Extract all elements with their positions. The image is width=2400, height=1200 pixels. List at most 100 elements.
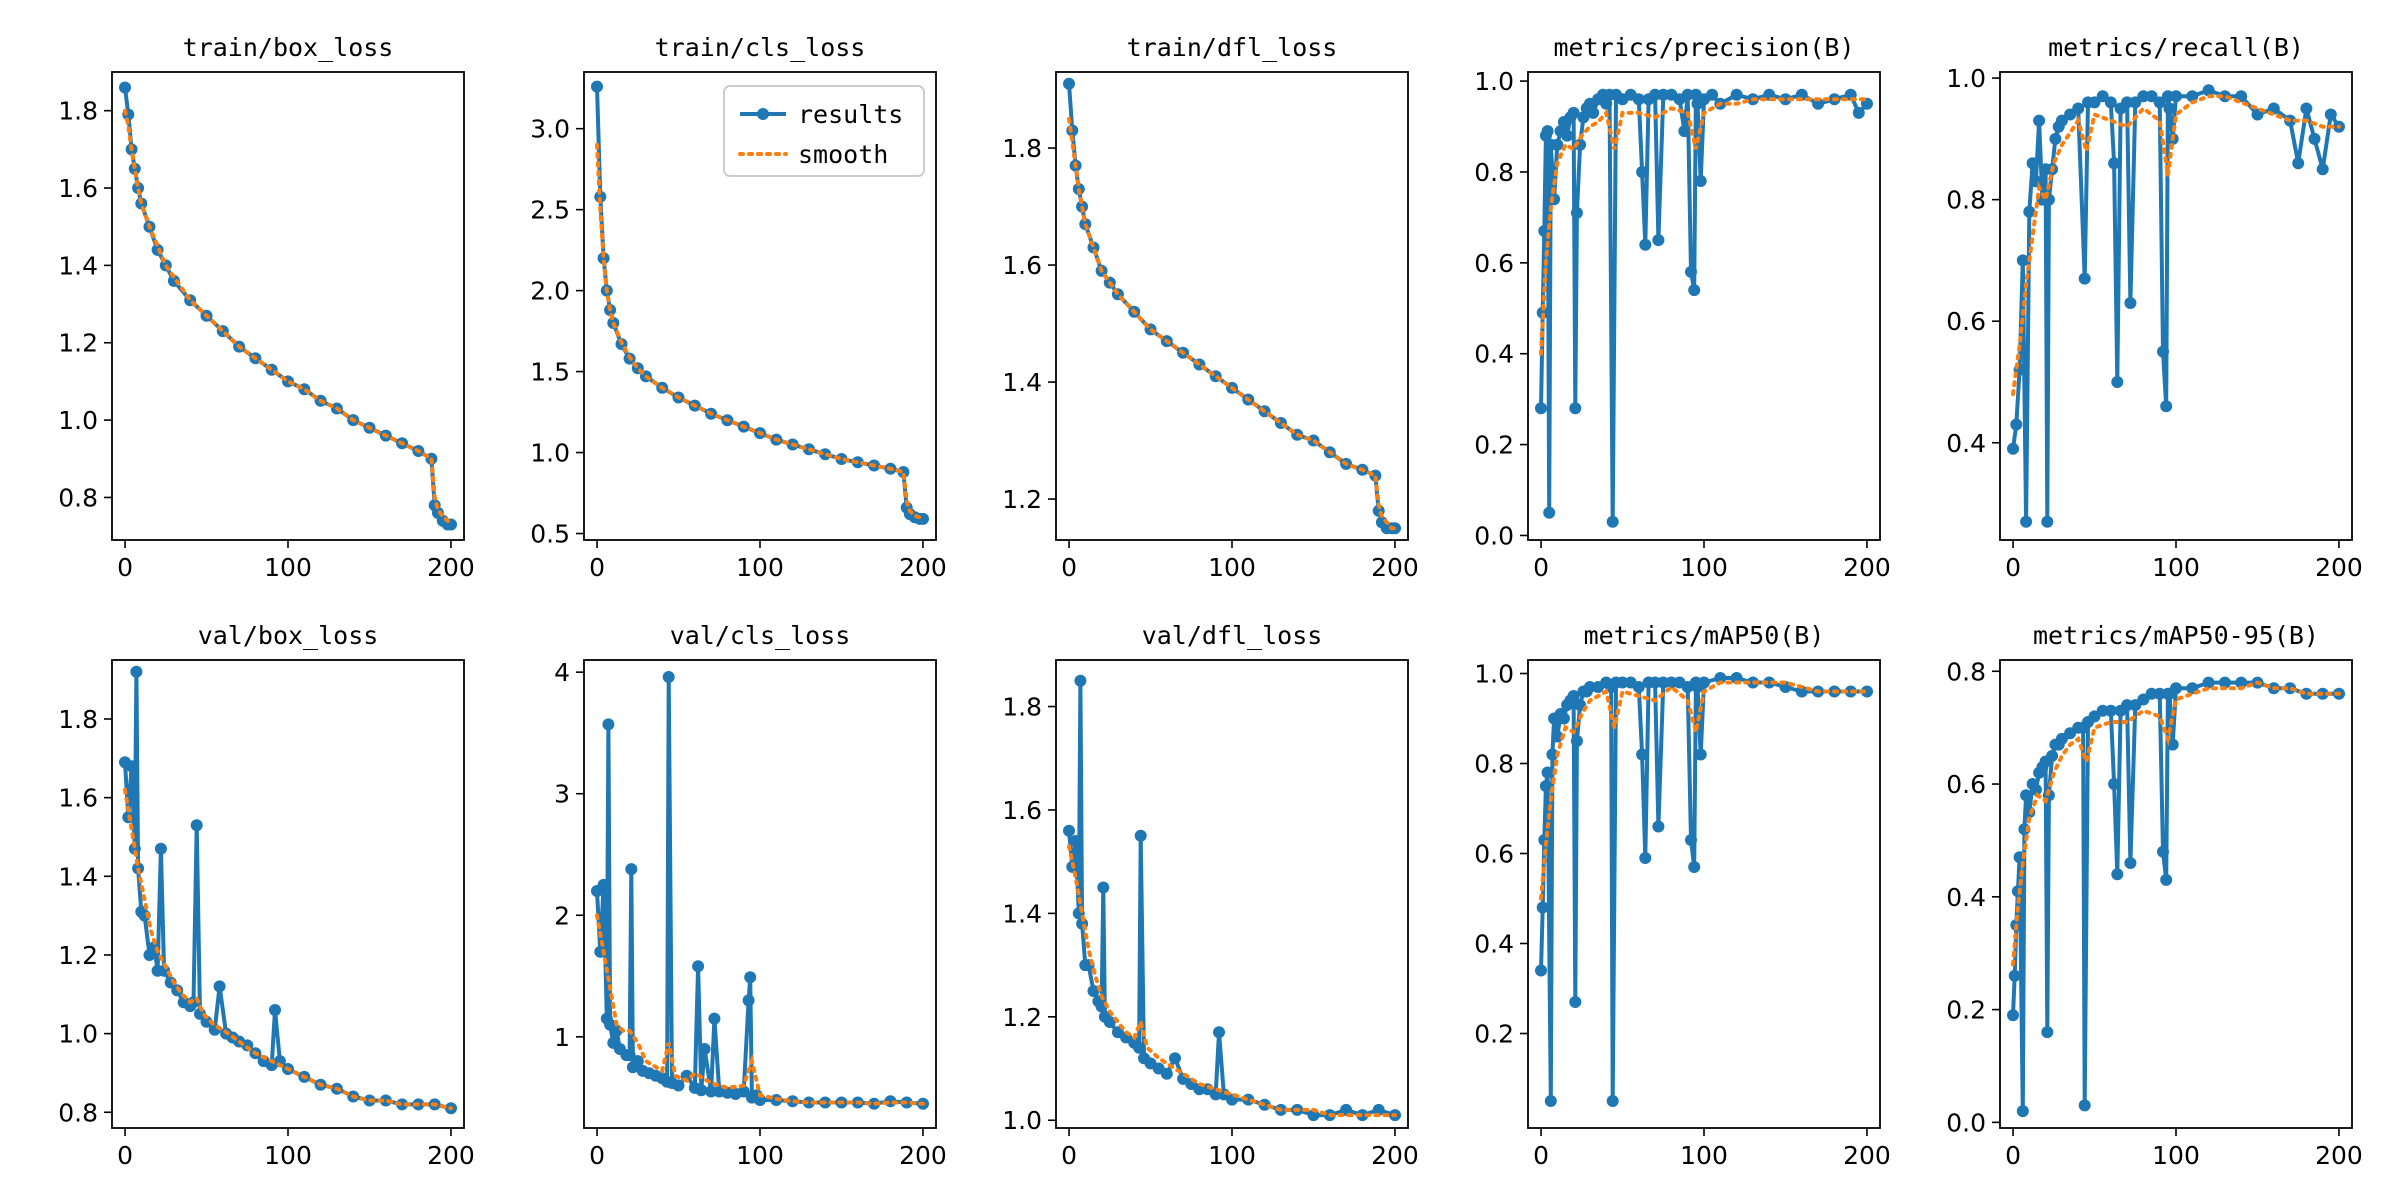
results-point: [2111, 376, 2124, 388]
results-point: [2072, 102, 2085, 115]
results-point: [1694, 175, 1707, 187]
y-tick-label: 4: [554, 658, 570, 687]
results-point: [2160, 400, 2173, 413]
plot-frame: [583, 659, 937, 1129]
results-point: [2016, 1105, 2029, 1118]
results-point: [200, 1015, 213, 1028]
x-tick-label: 200: [2315, 1141, 2363, 1170]
results-point: [2104, 704, 2117, 717]
results-point: [125, 760, 138, 773]
plot-frame: [1527, 71, 1881, 541]
x-tick-label: 100: [1208, 1141, 1256, 1170]
results-point: [1694, 748, 1707, 761]
results-point: [705, 1085, 718, 1098]
results-point: [1577, 111, 1590, 124]
results-point: [597, 878, 610, 891]
y-tick-label: 0.6: [1946, 307, 1986, 336]
results-point: [2041, 515, 2054, 528]
smooth-line: [2011, 680, 2341, 967]
results-line: [123, 87, 451, 527]
smooth-line: [2011, 94, 2341, 397]
results-point: [1636, 166, 1649, 178]
results-point: [2049, 132, 2062, 145]
results-point: [2121, 699, 2134, 712]
results-point: [1087, 985, 1100, 997]
x-tick-label: 100: [736, 553, 784, 582]
results-point: [2078, 272, 2091, 285]
x-tick-label: 0: [1533, 1141, 1549, 1170]
x-tick-label: 100: [2152, 1141, 2200, 1170]
results-point: [1649, 88, 1662, 101]
results-point: [1546, 748, 1559, 761]
results-point: [1535, 402, 1547, 415]
results-point: [2108, 157, 2121, 170]
x-tick-label: 100: [264, 1141, 312, 1170]
y-tick-label: 1.2: [58, 941, 98, 970]
results-point: [1606, 515, 1619, 528]
x-tick-label: 200: [1371, 553, 1419, 582]
smooth-line: [123, 108, 453, 527]
results-point: [1688, 284, 1701, 297]
y-tick-label: 1.6: [58, 174, 98, 203]
y-tick-label: 1.4: [1002, 899, 1042, 928]
results-point: [1544, 1095, 1557, 1107]
y-tick-label: 0.4: [1946, 429, 1986, 458]
results-point: [213, 980, 226, 993]
results-point: [1681, 88, 1694, 101]
legend-smooth-label: smooth: [798, 140, 888, 169]
results-point: [672, 1079, 685, 1092]
y-tick-label: 0.0: [1946, 1108, 1986, 1137]
results-point: [379, 1094, 392, 1107]
results-point: [2088, 96, 2101, 109]
results-point: [2108, 778, 2121, 790]
subplot-title: metrics/precision(B): [1553, 33, 1854, 62]
results-point: [737, 1085, 750, 1098]
results-point: [1103, 1016, 1116, 1028]
results-point: [1698, 676, 1710, 689]
subplot: val/box_loss 0 100 200 0.8 1.0 1.2 1.4 1.6 1.8: [58, 621, 475, 1170]
results-point: [2157, 345, 2169, 358]
results-point: [190, 819, 203, 832]
results-point: [2121, 96, 2134, 109]
results-point: [1678, 125, 1691, 138]
subplot: val/dfl_loss 0 100 200 1.0 1.2 1.4 1.6 1.8: [1002, 621, 1419, 1170]
results-point: [2153, 96, 2166, 109]
x-tick-label: 200: [1843, 1141, 1891, 1170]
results-point: [1706, 88, 1719, 101]
legend-results-label: results: [798, 100, 903, 129]
y-tick-label: 1.0: [1474, 67, 1514, 96]
subplot-title: metrics/mAP50-95(B): [2033, 621, 2319, 650]
results-point: [2202, 84, 2215, 97]
x-tick-label: 0: [589, 553, 605, 582]
results-point: [2157, 845, 2169, 858]
results-point: [1551, 138, 1564, 151]
smooth-line: [595, 142, 925, 521]
results-line: [123, 669, 452, 1111]
results-point: [744, 971, 757, 984]
y-tick-label: 1.8: [58, 97, 98, 126]
results-point: [2316, 163, 2329, 176]
y-tick-label: 0.4: [1474, 340, 1514, 369]
subplot: train/cls_loss 0 100 200 0.5 1.0 1.5 2.0 2.5 3.0 r…: [530, 33, 947, 582]
y-tick-label: 2: [554, 901, 570, 930]
results-point: [1688, 861, 1701, 873]
results-point: [1074, 674, 1087, 687]
results-point: [1763, 676, 1776, 689]
subplot: metrics/recall(B) 0 100 200 0.4 0.6 0.8 1.0: [1946, 33, 2363, 582]
subplot-title: train/cls_loss: [655, 33, 866, 62]
results-point: [1616, 676, 1629, 689]
plot-frame: [583, 71, 937, 541]
results-point: [1587, 106, 1600, 119]
y-tick-label: 0.6: [1474, 840, 1514, 869]
results-point: [2235, 676, 2248, 689]
results-point: [2023, 205, 2036, 218]
y-tick-label: 1.8: [1002, 134, 1042, 163]
subplot-title: metrics/mAP50(B): [1584, 621, 1825, 650]
results-line: [595, 675, 924, 1106]
results-point: [2137, 90, 2150, 103]
results-point: [2010, 418, 2023, 431]
x-tick-label: 100: [1680, 553, 1728, 582]
y-tick-label: 0.6: [1946, 770, 1986, 799]
results-point: [2300, 102, 2313, 115]
